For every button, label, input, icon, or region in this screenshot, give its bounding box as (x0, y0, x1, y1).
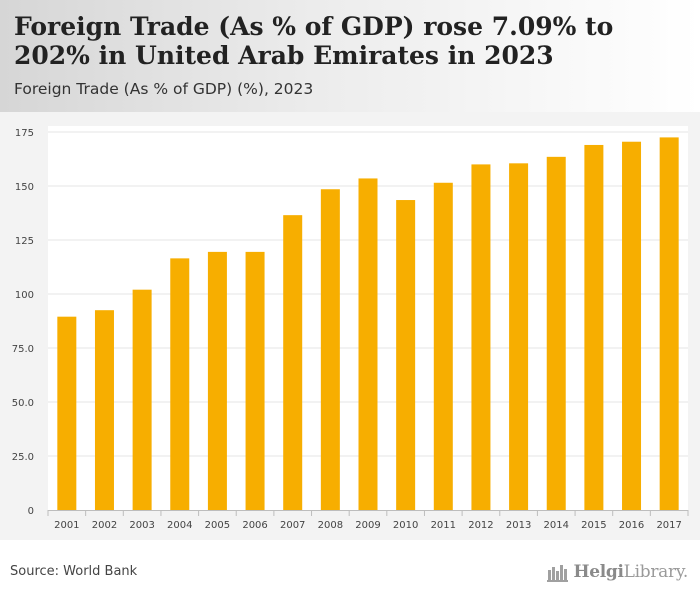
y-tick-label: 0 (28, 506, 34, 517)
footer (0, 540, 700, 596)
y-tick-label: 125 (15, 236, 34, 247)
bar (358, 178, 378, 510)
x-tick-label: 2008 (318, 520, 343, 531)
bar (659, 137, 679, 510)
x-tick-label: 2013 (506, 520, 531, 531)
bar (320, 189, 340, 510)
x-tick-label: 2016 (619, 520, 644, 531)
x-tick-label: 2014 (544, 520, 569, 531)
x-tick-label: 2010 (393, 520, 418, 531)
bar (245, 251, 265, 510)
chart-title: Foreign Trade (As % of GDP) rose 7.09% t… (14, 12, 614, 70)
y-tick-label: 175 (15, 128, 34, 139)
bar (546, 156, 566, 510)
bar (207, 251, 227, 510)
bar (433, 182, 453, 510)
bar (509, 163, 529, 510)
x-tick-label: 2015 (581, 520, 606, 531)
x-tick-label: 2003 (129, 520, 154, 531)
bar (283, 215, 303, 510)
bar (622, 141, 642, 510)
bar-chart: 0 25.0 50.0 75.0 100 125 150 175 2001 2002 2003 200… (12, 126, 689, 531)
x-tick-label: 2004 (167, 520, 192, 531)
x-tick-label: 2006 (242, 520, 267, 531)
x-tick-label: 2007 (280, 520, 305, 531)
y-tick-label: 75.0 (12, 344, 34, 355)
x-tick-label: 2009 (355, 520, 380, 531)
x-tick-label: 2005 (205, 520, 230, 531)
y-tick-label: 50.0 (12, 398, 34, 409)
header-band (0, 0, 700, 112)
brand-logo: HelgiLibrary. (547, 561, 688, 583)
y-tick-label: 25.0 (12, 452, 34, 463)
chart-subtitle: Foreign Trade (As % of GDP) (%), 2023 (14, 80, 314, 98)
bar (57, 316, 77, 510)
x-tick-label: 2012 (468, 520, 493, 531)
y-tick-label: 100 (15, 290, 34, 301)
x-tick-label: 2002 (92, 520, 117, 531)
x-tick-label: 2011 (431, 520, 456, 531)
bar (170, 258, 190, 510)
bar (584, 144, 604, 510)
source-label: Source: World Bank (10, 564, 138, 579)
bar (132, 289, 152, 510)
bar (396, 200, 416, 510)
brand-name: HelgiLibrary. (573, 562, 688, 582)
x-tick-label: 2017 (656, 520, 681, 531)
y-tick-label: 150 (15, 182, 34, 193)
bar (94, 310, 114, 510)
bar (471, 164, 491, 510)
library-icon (547, 565, 569, 582)
x-tick-label: 2001 (54, 520, 79, 531)
